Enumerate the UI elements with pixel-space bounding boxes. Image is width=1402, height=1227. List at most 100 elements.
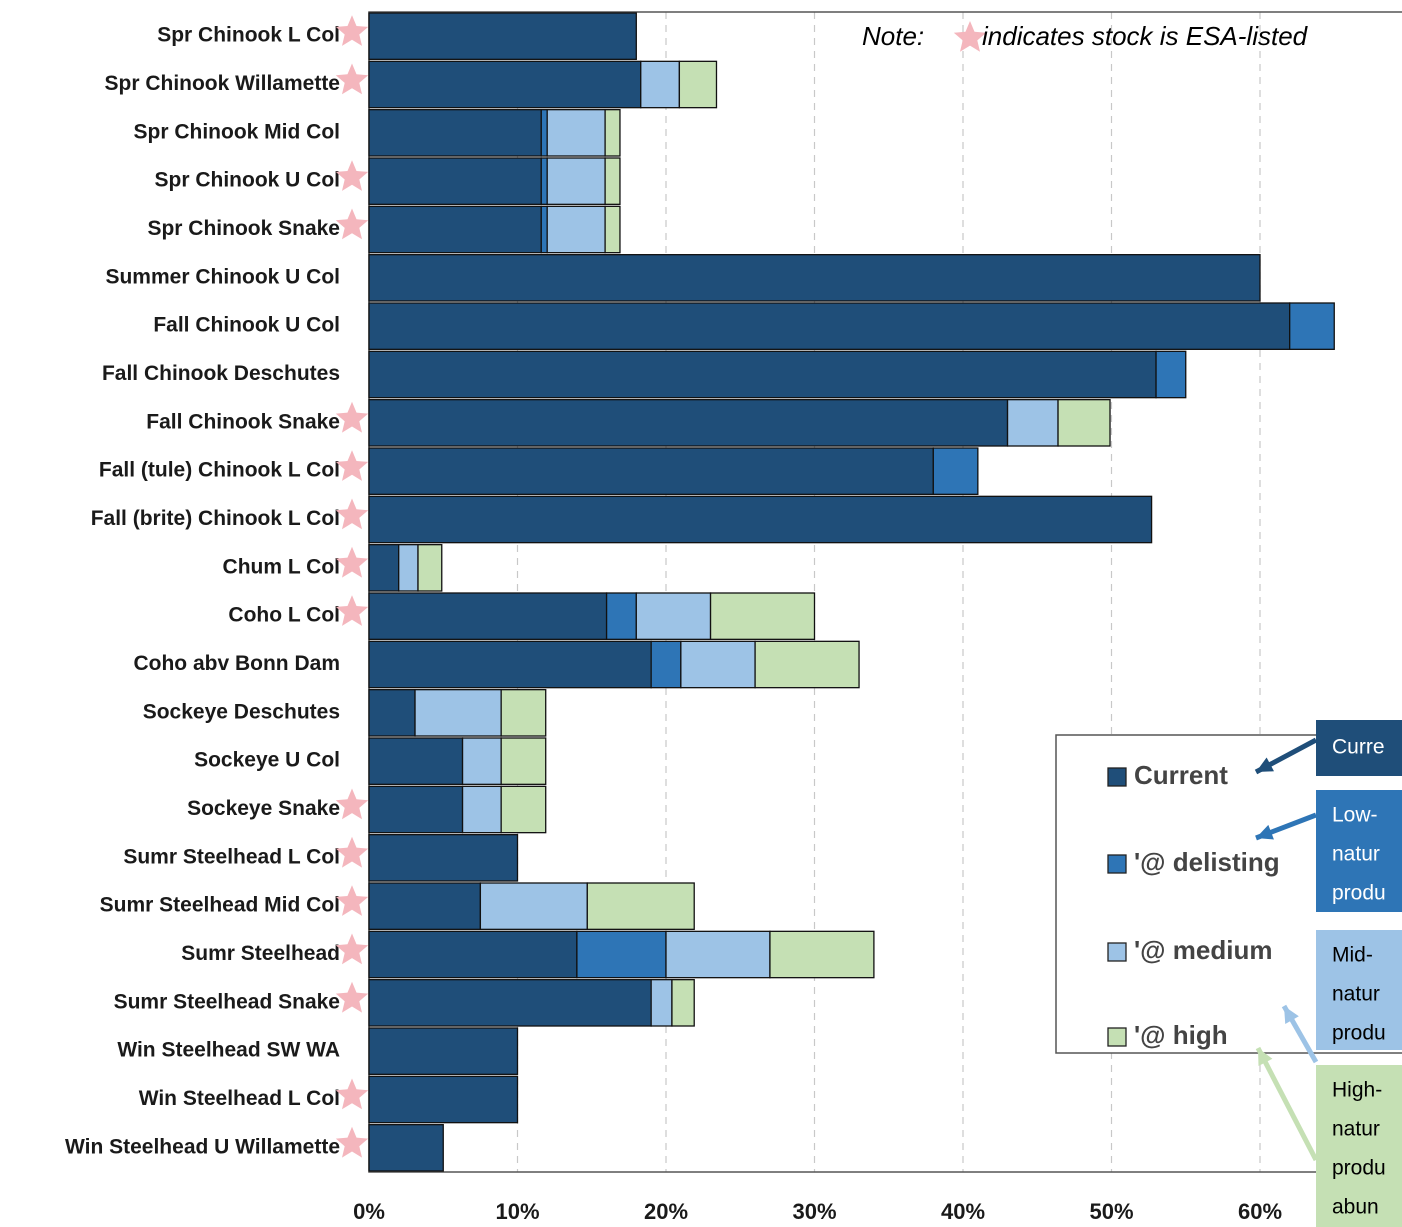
legend-label: '@ medium <box>1134 935 1272 965</box>
bar-segment <box>1006 399 1059 447</box>
esa-star <box>335 546 369 578</box>
callout-text: natur <box>1332 1118 1380 1141</box>
bar-segment <box>368 882 482 930</box>
esa-star <box>335 836 369 868</box>
arrow-head <box>1256 757 1274 772</box>
bar-segment <box>368 254 1261 302</box>
bar-segment <box>368 592 608 640</box>
category-label: Fall Chinook Snake <box>146 410 340 433</box>
esa-star <box>335 933 369 965</box>
bar-segment <box>635 592 712 640</box>
bar-segment <box>754 640 860 689</box>
bar-segment <box>678 60 718 109</box>
callout-text: produ <box>1332 882 1386 905</box>
bar-segment <box>368 350 1157 399</box>
category-label: Sockeye Deschutes <box>143 700 340 723</box>
bar-segment <box>546 109 606 157</box>
x-tick-label: 60% <box>1238 1199 1282 1224</box>
bar-segment <box>368 1124 444 1172</box>
bar-segment <box>368 640 652 689</box>
bar-segment <box>417 544 443 592</box>
x-tick-label: 0% <box>353 1199 385 1224</box>
bar-segment <box>414 689 502 737</box>
callout-text: natur <box>1332 843 1380 866</box>
category-label: Sumr Steelhead <box>181 942 340 965</box>
bar-segment <box>500 737 547 785</box>
category-label: Fall (tule) Chinook L Col <box>99 459 340 482</box>
esa-star <box>335 15 369 46</box>
callout-text: natur <box>1332 983 1380 1006</box>
legend-swatch <box>1107 942 1127 962</box>
category-label: Sockeye Snake <box>187 797 340 820</box>
esa-star <box>335 981 369 1013</box>
note-star <box>953 21 987 52</box>
bar-segment <box>368 205 542 254</box>
category-label: Win Steelhead L Col <box>139 1087 340 1110</box>
callout-arrow <box>1255 1046 1319 1162</box>
note-prefix: Note: <box>862 21 924 51</box>
arrow-head <box>1284 1006 1299 1024</box>
bar-segment <box>368 1075 519 1124</box>
arrow-head <box>1258 1048 1273 1066</box>
category-label: Spr Chinook Willamette <box>104 72 340 95</box>
x-tick-label: 50% <box>1089 1199 1133 1224</box>
bar-segment <box>368 447 934 495</box>
bar-segment <box>640 60 681 109</box>
category-label: Spr Chinook Snake <box>147 217 340 240</box>
bar-segment <box>368 737 464 785</box>
esa-star <box>335 401 369 433</box>
bar-segment <box>1057 399 1111 447</box>
x-tick-label: 30% <box>792 1199 836 1224</box>
category-label: Summer Chinook U Col <box>105 265 340 288</box>
bar-segment <box>368 399 1009 447</box>
bar-segment <box>932 447 979 495</box>
esa-star <box>335 208 369 240</box>
category-label: Win Steelhead SW WA <box>117 1039 340 1062</box>
bar-segment <box>500 689 547 737</box>
bar-segment <box>368 544 400 592</box>
legend-label: Current <box>1134 760 1228 790</box>
bar-segment <box>368 834 519 882</box>
plot-frame <box>368 11 1402 1173</box>
callout-text: produ <box>1332 1022 1386 1045</box>
legend-label: '@ delisting <box>1134 847 1280 877</box>
arrow-head <box>1256 824 1274 840</box>
bar-segment <box>368 302 1291 350</box>
bar-segment <box>540 109 548 157</box>
callout-text: produ <box>1332 1157 1386 1180</box>
category-label: Win Steelhead U Willamette <box>65 1135 340 1158</box>
bar-segment <box>368 495 1153 544</box>
callout-box <box>1316 1065 1402 1227</box>
chart-body: 0% 10% 20% 30% 40% 50% 60% Spr Chinook L Col Spr… <box>65 11 1402 1227</box>
category-label: Sumr Steelhead Snake <box>114 990 340 1013</box>
category-label: Sumr Steelhead L Col <box>123 845 340 868</box>
callout-box <box>1316 930 1402 1050</box>
esa-star <box>335 498 369 530</box>
bar-segment <box>709 592 816 640</box>
category-label: Fall (brite) Chinook L Col <box>91 507 340 530</box>
bar-segment <box>1289 302 1335 350</box>
esa-star <box>335 450 369 481</box>
bar-segment <box>604 205 621 254</box>
bar-segment <box>650 640 682 689</box>
bar-segment <box>461 785 502 834</box>
callout-text: High- <box>1332 1079 1382 1102</box>
category-label: Chum L Col <box>223 555 340 578</box>
bar-segment <box>368 12 637 60</box>
legend-label: '@ high <box>1134 1020 1228 1050</box>
bar-segment <box>479 882 588 930</box>
bar-segment <box>604 157 621 205</box>
category-label: Coho L Col <box>228 604 340 627</box>
legend-swatch <box>1107 854 1127 874</box>
esa-star <box>335 885 369 916</box>
callout-text: Mid- <box>1332 944 1373 967</box>
bar-segment <box>500 785 547 834</box>
bar-segment <box>546 205 606 254</box>
bar-segment <box>769 930 875 979</box>
bar-segment <box>546 157 606 205</box>
bar-segment <box>540 205 548 254</box>
bar-segment <box>368 157 542 205</box>
bar-segment <box>605 592 637 640</box>
bar-segment <box>368 1027 519 1075</box>
